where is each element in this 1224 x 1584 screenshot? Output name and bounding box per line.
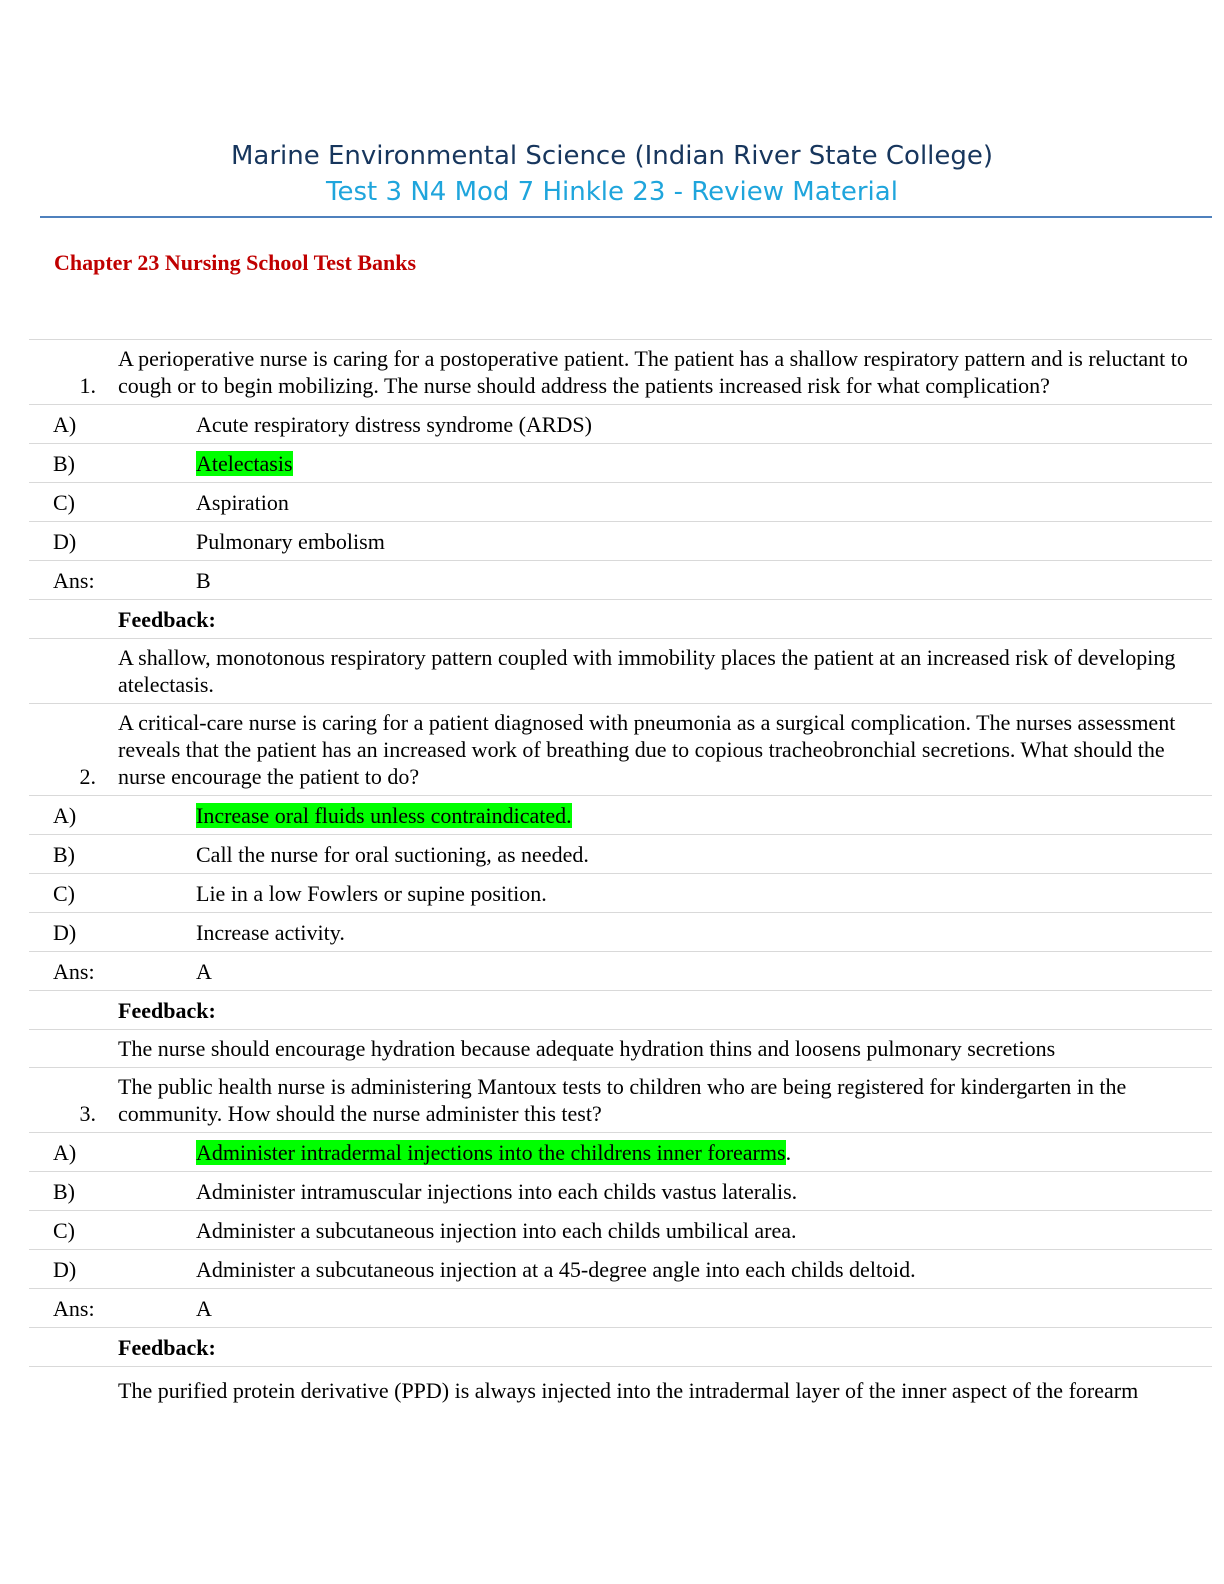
- option-label: D): [53, 528, 77, 554]
- question-row: 2. A critical-care nurse is caring for a …: [29, 703, 1212, 795]
- option-label: B): [53, 1178, 75, 1204]
- option-text: Administer a subcutaneous injection into…: [196, 1217, 797, 1243]
- option-label: B): [53, 841, 75, 867]
- feedback-label-row: Feedback:: [29, 990, 1212, 1029]
- question-list: 1. A perioperative nurse is caring for a …: [29, 339, 1212, 1414]
- option-cell: Increase oral fluids unless contraindica…: [118, 802, 1212, 829]
- question-text: The public health nurse is administering…: [118, 1074, 1127, 1126]
- option-cell: Administer a subcutaneous injection into…: [118, 1217, 1212, 1244]
- feedback-label: Feedback:: [118, 606, 216, 632]
- option-cell: Call the nurse for oral suctioning, as n…: [118, 841, 1212, 868]
- option-suffix: .: [785, 1139, 792, 1165]
- answer-row: Ans: B: [29, 560, 1212, 599]
- feedback-row: The purified protein derivative (PPD) is…: [29, 1366, 1212, 1414]
- option-cell: Pulmonary embolism: [118, 528, 1212, 555]
- option-text: Administer intramuscular injections into…: [196, 1178, 798, 1204]
- option-label: D): [53, 919, 77, 945]
- option-row: B) Atelectasis: [29, 443, 1212, 482]
- question-number: 2.: [79, 764, 97, 789]
- option-label: B): [53, 450, 75, 476]
- question-row: 1. A perioperative nurse is caring for a …: [29, 339, 1212, 404]
- question-row: 3. The public health nurse is administeri…: [29, 1067, 1212, 1132]
- question-number: 1.: [79, 373, 97, 398]
- option-cell: Administer intramuscular injections into…: [118, 1178, 1212, 1205]
- feedback-label-row: Feedback:: [29, 1327, 1212, 1366]
- option-label: A): [53, 1139, 77, 1165]
- feedback-label: Feedback:: [118, 997, 216, 1023]
- answer-label: Ans:: [53, 1295, 95, 1321]
- option-row: C) Lie in a low Fowlers or supine positio…: [29, 873, 1212, 912]
- option-label: A): [53, 802, 77, 828]
- option-text: Increase oral fluids unless contraindica…: [196, 802, 572, 828]
- answer-row: Ans: A: [29, 951, 1212, 990]
- feedback-text: A shallow, monotonous respiratory patter…: [118, 645, 1176, 697]
- answer-cell: A: [118, 1295, 1212, 1322]
- chapter-heading: Chapter 23 Nursing School Test Banks: [54, 250, 417, 275]
- option-text: Administer a subcutaneous injection at a…: [196, 1256, 916, 1282]
- option-text: Increase activity.: [196, 919, 345, 945]
- option-cell: Administer a subcutaneous injection at a…: [118, 1256, 1212, 1283]
- answer-value: B: [196, 567, 211, 593]
- option-label: C): [53, 880, 75, 906]
- answer-value: A: [196, 1295, 212, 1321]
- option-row: C) Aspiration: [29, 482, 1212, 521]
- course-title: Marine Environmental Science (Indian Riv…: [230, 141, 994, 171]
- option-row: A) Increase oral fluids unless contraindi…: [29, 795, 1212, 834]
- option-row: A) Administer intradermal injections into…: [29, 1132, 1212, 1171]
- option-text: Acute respiratory distress syndrome (ARD…: [196, 411, 592, 437]
- option-cell: Acute respiratory distress syndrome (ARD…: [118, 411, 1212, 438]
- feedback-text: The nurse should encourage hydration bec…: [118, 1036, 1056, 1061]
- option-row: A) Acute respiratory distress syndrome (A…: [29, 404, 1212, 443]
- document-title: Test 3 N4 Mod 7 Hinkle 23 - Review Mater…: [326, 177, 898, 207]
- option-text: Aspiration: [196, 489, 289, 515]
- answer-label: Ans:: [53, 567, 95, 593]
- option-label: C): [53, 489, 75, 515]
- option-row: B) Call the nurse for oral suctioning, as…: [29, 834, 1212, 873]
- question-number: 3.: [79, 1101, 97, 1126]
- question-text: A perioperative nurse is caring for a po…: [118, 346, 1188, 398]
- option-cell: Lie in a low Fowlers or supine position.: [118, 880, 1212, 907]
- option-row: D) Administer a subcutaneous injection at…: [29, 1249, 1212, 1288]
- feedback-row: A shallow, monotonous respiratory patter…: [29, 638, 1212, 703]
- feedback-label-row: Feedback:: [29, 599, 1212, 638]
- document-header: Marine Environmental Science (Indian Riv…: [0, 138, 1224, 210]
- option-row: D) Increase activity.: [29, 912, 1212, 951]
- option-row: D) Pulmonary embolism: [29, 521, 1212, 560]
- option-text: Call the nurse for oral suctioning, as n…: [196, 841, 589, 867]
- option-text: Lie in a low Fowlers or supine position.: [196, 880, 547, 906]
- feedback-label: Feedback:: [118, 1334, 216, 1360]
- option-row: B) Administer intramuscular injections in…: [29, 1171, 1212, 1210]
- answer-cell: A: [118, 958, 1212, 985]
- option-text: Pulmonary embolism: [196, 528, 385, 554]
- option-row: C) Administer a subcutaneous injection in…: [29, 1210, 1212, 1249]
- option-text: Administer intradermal injections into t…: [196, 1139, 786, 1165]
- option-cell: Atelectasis: [118, 450, 1212, 477]
- feedback-row: The nurse should encourage hydration bec…: [29, 1029, 1212, 1067]
- feedback-text: The purified protein derivative (PPD) is…: [118, 1378, 1139, 1403]
- header-divider: [40, 216, 1212, 218]
- answer-label: Ans:: [53, 958, 95, 984]
- option-cell: Increase activity.: [118, 919, 1212, 946]
- option-text: Atelectasis: [196, 450, 293, 476]
- option-label: D): [53, 1256, 77, 1282]
- answer-value: A: [196, 958, 212, 984]
- option-label: A): [53, 411, 77, 437]
- answer-row: Ans: A: [29, 1288, 1212, 1327]
- question-text: A critical-care nurse is caring for a pa…: [118, 710, 1176, 789]
- option-label: C): [53, 1217, 75, 1243]
- option-cell: Aspiration: [118, 489, 1212, 516]
- option-cell: Administer intradermal injections into t…: [118, 1139, 1212, 1166]
- answer-cell: B: [118, 567, 1212, 594]
